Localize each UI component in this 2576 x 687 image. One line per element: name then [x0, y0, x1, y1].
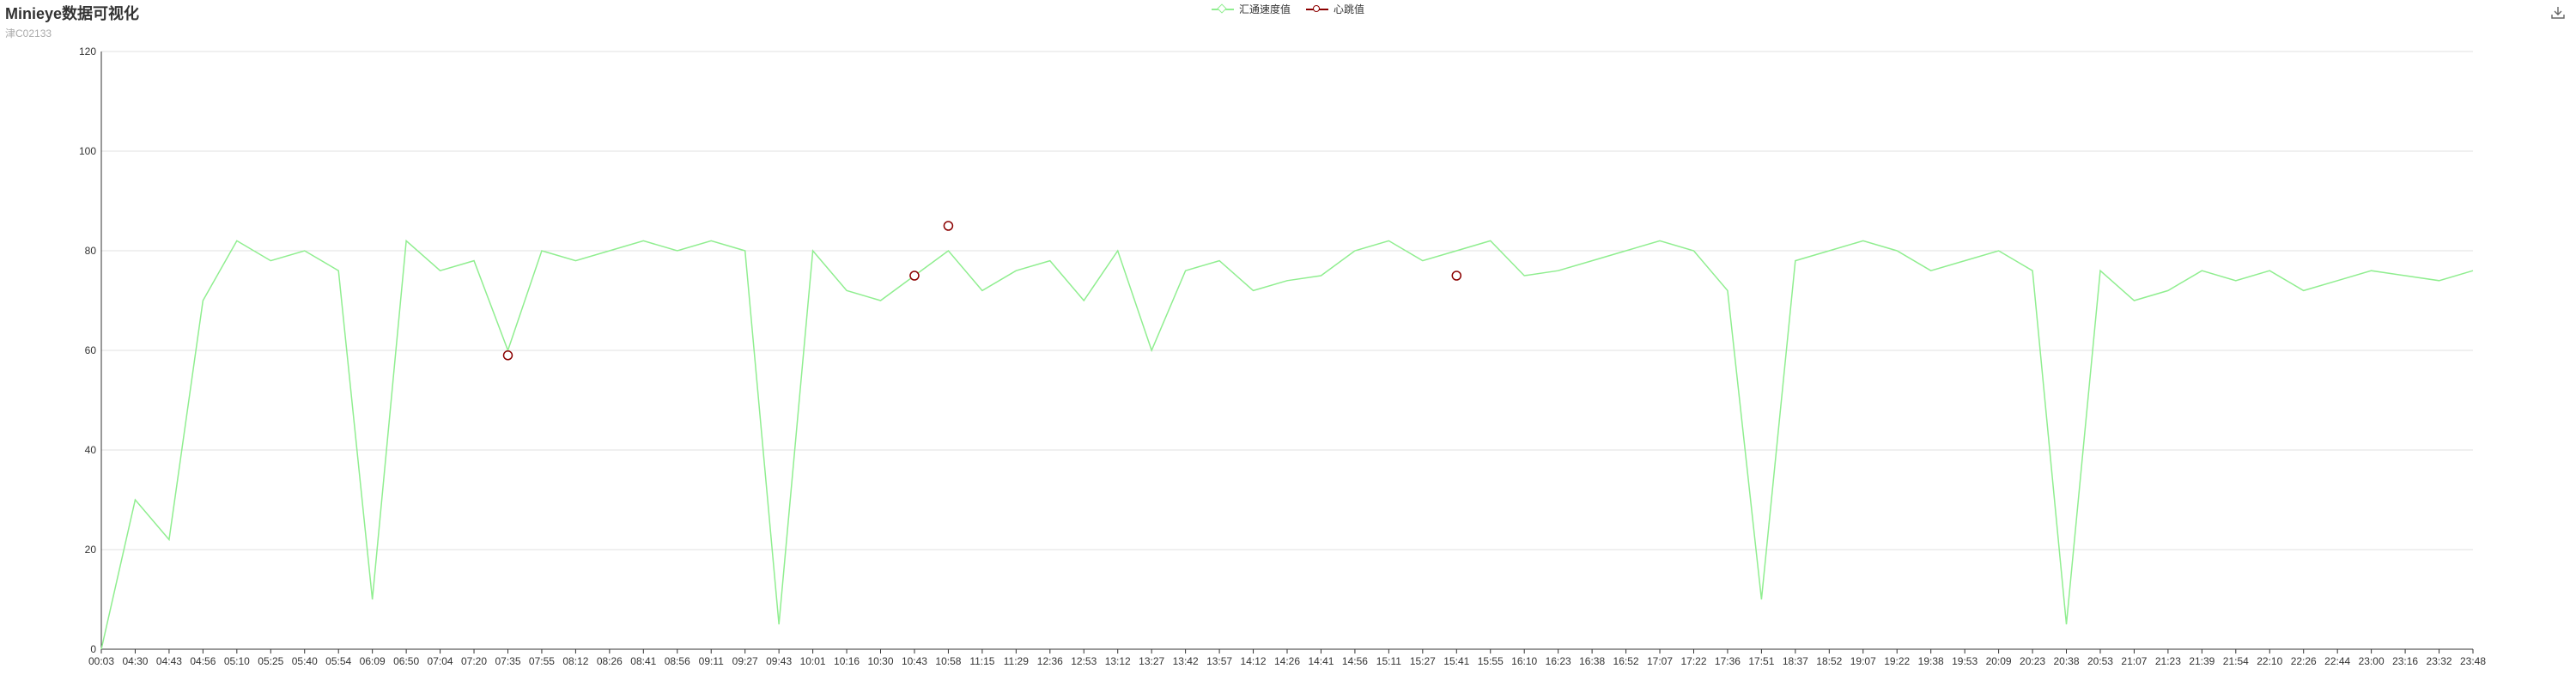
- y-tick-label-0: 0: [90, 643, 96, 655]
- x-tick-label-43: 16:23: [1546, 655, 1571, 667]
- x-tick-label-37: 14:56: [1342, 655, 1368, 667]
- x-tick-label-18: 09:11: [699, 655, 724, 667]
- x-tick-label-56: 20:09: [1986, 655, 2012, 667]
- x-tick-label-22: 10:16: [834, 655, 860, 667]
- y-tick-label-60: 60: [85, 344, 97, 356]
- heartbeat-point-1: [909, 271, 920, 281]
- y-tick-label-40: 40: [85, 444, 97, 456]
- x-tick-label-66: 22:44: [2324, 655, 2350, 667]
- y-tick-label-20: 20: [85, 544, 97, 556]
- x-tick-label-0: 00:03: [88, 655, 114, 667]
- x-tick-label-65: 22:26: [2291, 655, 2317, 667]
- x-tick-label-24: 10:43: [902, 655, 927, 667]
- y-tick-label-120: 120: [79, 46, 96, 58]
- y-tick-label-100: 100: [79, 145, 96, 157]
- x-tick-label-30: 13:12: [1105, 655, 1131, 667]
- legend-label-heartbeat: 心跳值: [1334, 3, 1365, 15]
- speed-series-line: [100, 239, 2474, 650]
- x-tick-label-25: 10:58: [935, 655, 961, 667]
- x-tick-label-8: 06:09: [360, 655, 386, 667]
- x-tick-label-70: 23:48: [2460, 655, 2486, 667]
- x-tick-label-44: 16:38: [1579, 655, 1605, 667]
- y-tick-label-80: 80: [85, 245, 97, 257]
- x-tick-label-21: 10:01: [800, 655, 826, 667]
- x-tick-label-12: 07:35: [495, 655, 520, 667]
- chart-title: Minieye数据可视化: [5, 5, 140, 22]
- x-tick-label-68: 23:16: [2392, 655, 2418, 667]
- x-tick-label-64: 22:10: [2257, 655, 2282, 667]
- x-tick-label-15: 08:26: [597, 655, 623, 667]
- x-tick-label-4: 05:10: [224, 655, 250, 667]
- x-tick-label-46: 17:07: [1647, 655, 1673, 667]
- x-tick-label-6: 05:40: [292, 655, 318, 667]
- x-tick-label-49: 17:51: [1748, 655, 1774, 667]
- x-tick-label-1: 04:30: [122, 655, 148, 667]
- legend-swatch-heartbeat: [1306, 3, 1328, 15]
- chart-legend: 汇通速度值 心跳值: [0, 2, 2576, 16]
- x-tick-label-52: 19:07: [1850, 655, 1876, 667]
- x-tick-label-32: 13:42: [1173, 655, 1199, 667]
- x-tick-label-35: 14:26: [1274, 655, 1300, 667]
- x-tick-label-7: 05:54: [325, 655, 351, 667]
- heartbeat-point-3: [1451, 271, 1462, 281]
- x-tick-label-31: 13:27: [1139, 655, 1164, 667]
- x-tick-label-19: 09:27: [732, 655, 758, 667]
- x-tick-label-27: 11:29: [1004, 655, 1029, 667]
- x-tick-label-51: 18:52: [1816, 655, 1842, 667]
- x-tick-label-39: 15:27: [1410, 655, 1436, 667]
- x-tick-label-11: 07:20: [461, 655, 487, 667]
- x-tick-label-26: 11:15: [969, 655, 994, 667]
- x-tick-label-5: 05:25: [258, 655, 283, 667]
- x-tick-label-38: 15:11: [1376, 655, 1401, 667]
- x-tick-label-41: 15:55: [1478, 655, 1504, 667]
- x-tick-label-42: 16:10: [1511, 655, 1537, 667]
- x-tick-label-50: 18:37: [1783, 655, 1808, 667]
- x-tick-label-2: 04:43: [156, 655, 182, 667]
- x-tick-label-63: 21:54: [2223, 655, 2249, 667]
- x-tick-label-45: 16:52: [1613, 655, 1639, 667]
- x-tick-label-17: 08:56: [665, 655, 690, 667]
- x-tick-label-53: 19:22: [1884, 655, 1910, 667]
- x-tick-label-3: 04:56: [190, 655, 216, 667]
- x-tick-label-20: 09:43: [766, 655, 792, 667]
- x-tick-label-10: 07:04: [428, 655, 453, 667]
- heartbeat-point-0: [502, 350, 513, 361]
- x-tick-label-61: 21:23: [2155, 655, 2181, 667]
- x-tick-label-57: 20:23: [2020, 655, 2045, 667]
- x-tick-label-23: 10:30: [867, 655, 893, 667]
- x-tick-label-9: 06:50: [393, 655, 419, 667]
- download-icon[interactable]: [2550, 5, 2566, 21]
- x-tick-label-55: 19:53: [1952, 655, 1978, 667]
- x-tick-label-14: 08:12: [562, 655, 588, 667]
- x-tick-label-67: 23:00: [2359, 655, 2385, 667]
- x-tick-label-28: 12:36: [1037, 655, 1063, 667]
- x-tick-label-54: 19:38: [1918, 655, 1944, 667]
- chart-subtitle: 津C02133: [5, 27, 52, 40]
- x-tick-label-33: 13:57: [1206, 655, 1232, 667]
- x-tick-label-34: 14:12: [1241, 655, 1267, 667]
- x-tick-label-13: 07:55: [529, 655, 555, 667]
- legend-item-speed[interactable]: 汇通速度值: [1211, 2, 1291, 16]
- x-tick-label-48: 17:36: [1715, 655, 1741, 667]
- legend-swatch-speed: [1211, 3, 1234, 15]
- heartbeat-point-2: [943, 221, 954, 231]
- x-tick-label-29: 12:53: [1071, 655, 1097, 667]
- x-tick-label-40: 15:41: [1443, 655, 1469, 667]
- legend-item-heartbeat[interactable]: 心跳值: [1306, 2, 1364, 16]
- legend-label-speed: 汇通速度值: [1238, 3, 1291, 15]
- x-tick-label-59: 20:53: [2087, 655, 2113, 667]
- x-tick-label-60: 21:07: [2121, 655, 2147, 667]
- x-tick-label-16: 08:41: [630, 655, 656, 667]
- x-tick-label-69: 23:32: [2427, 655, 2452, 667]
- x-tick-label-36: 14:41: [1308, 655, 1334, 667]
- x-tick-label-58: 20:38: [2053, 655, 2079, 667]
- x-tick-label-47: 17:22: [1680, 655, 1706, 667]
- x-tick-label-62: 21:39: [2189, 655, 2215, 667]
